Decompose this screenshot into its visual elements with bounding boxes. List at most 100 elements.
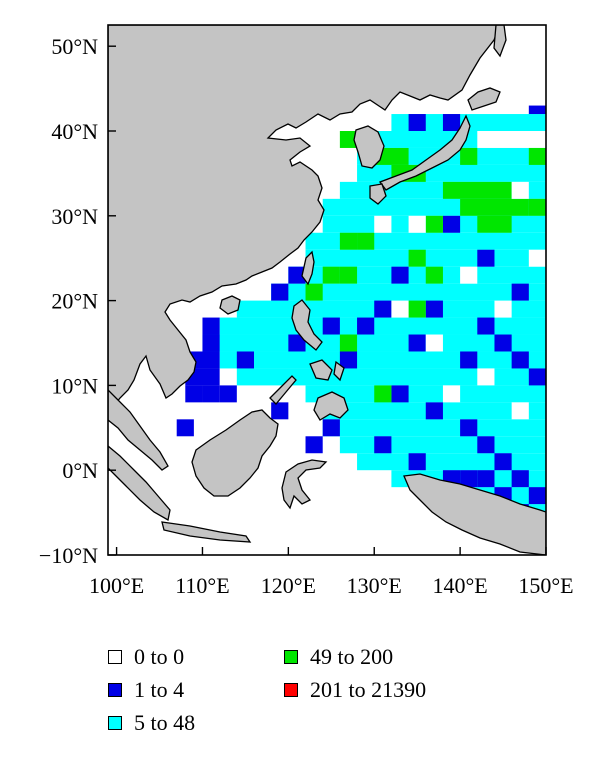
density-cells — [176, 105, 555, 522]
green-cell — [460, 198, 529, 216]
green-cell — [408, 300, 426, 318]
green-cell — [528, 147, 546, 165]
y-tick-label: 30°N — [51, 204, 98, 229]
x-tick-label: 130°E — [347, 573, 402, 598]
map-plot: 100°E 110°E 120°E 130°E 140°E 150°E 50°N 40°N 3… — [39, 24, 574, 598]
x-tick-label: 140°E — [432, 573, 487, 598]
cyan-cell — [219, 351, 546, 369]
green-cell — [442, 181, 512, 199]
blue-cell — [494, 453, 512, 471]
blue-cell — [460, 351, 478, 369]
legend: 0 to 0 1 to 4 5 to 48 49 to 200 201 to 2… — [108, 644, 528, 744]
blue-cell — [511, 470, 529, 488]
java-island — [161, 521, 252, 543]
green-cell — [477, 215, 512, 233]
korean-peninsula — [353, 125, 385, 169]
blue-cell — [374, 436, 392, 454]
blue-cell — [425, 300, 443, 318]
white-cell — [511, 402, 529, 420]
white-cell — [391, 300, 409, 318]
cyan-cell — [271, 283, 546, 301]
blue-cell — [374, 300, 392, 318]
sakhalin-island — [493, 25, 507, 58]
x-axis: 100°E 110°E 120°E 130°E 140°E 150°E — [89, 547, 574, 598]
japan-kyushu — [369, 183, 387, 205]
legend-swatch — [284, 650, 298, 664]
legend-item: 49 to 200 — [284, 644, 393, 670]
legend-label: 49 to 200 — [310, 644, 394, 669]
taiwan-island — [301, 250, 315, 286]
blue-cell — [271, 283, 289, 301]
legend-swatch — [108, 683, 122, 697]
legend-label: 0 to 0 — [134, 644, 185, 669]
legend-item: 0 to 0 — [108, 644, 184, 670]
blue-cell — [185, 385, 203, 403]
hainan-island — [219, 295, 241, 315]
asian-mainland — [108, 25, 501, 413]
blue-cell — [357, 317, 375, 335]
blue-cell — [236, 351, 254, 369]
blue-cell — [528, 105, 546, 115]
y-tick-label: −10°N — [39, 543, 98, 568]
green-cell — [339, 266, 358, 284]
blue-cell — [322, 419, 340, 437]
white-cell — [477, 368, 495, 386]
blue-cell — [425, 402, 443, 420]
white-cell — [408, 215, 426, 233]
blue-cell — [176, 419, 194, 437]
green-cell — [305, 283, 323, 301]
green-cell — [339, 131, 358, 148]
green-cell — [425, 215, 443, 233]
blue-cell — [442, 114, 461, 131]
cyan-cell — [339, 436, 546, 454]
legend-label: 5 to 48 — [134, 710, 196, 735]
palawan-island — [269, 375, 297, 405]
mindanao-island — [313, 391, 349, 421]
green-cell — [408, 249, 426, 267]
white-cell — [528, 249, 546, 267]
blue-cell — [477, 249, 495, 267]
blue-cell — [494, 334, 512, 352]
blue-cell — [408, 334, 426, 352]
blue-cell — [477, 317, 495, 335]
green-cell — [528, 198, 546, 216]
blue-cell — [391, 385, 409, 403]
green-cell — [374, 385, 392, 403]
sulawesi-island — [281, 459, 328, 510]
green-cell — [339, 232, 358, 250]
x-tick-label: 150°E — [518, 573, 573, 598]
new-guinea-island — [403, 473, 546, 555]
y-tick-label: 20°N — [51, 289, 98, 314]
blue-cell — [202, 334, 220, 352]
y-tick-label: 40°N — [51, 119, 98, 144]
blue-cell — [477, 470, 495, 488]
japan-honshu — [378, 114, 471, 191]
land-masses — [108, 25, 546, 555]
x-tick-label: 120°E — [261, 573, 316, 598]
cyan-cell — [322, 419, 546, 437]
blue-cell — [408, 114, 426, 131]
blue-cell — [305, 436, 323, 454]
malay-peninsula — [108, 389, 169, 471]
green-cell — [339, 334, 358, 352]
blue-cell — [546, 106, 555, 114]
cyan-cell — [305, 385, 546, 403]
blue-cell — [528, 487, 546, 505]
green-cell — [460, 147, 478, 165]
legend-swatch — [108, 650, 122, 664]
white-cell — [494, 300, 512, 318]
x-tick-label: 100°E — [89, 573, 144, 598]
legend-swatch — [284, 683, 298, 697]
luzon-island — [291, 299, 323, 351]
green-cell — [322, 266, 340, 284]
y-tick-label: 10°N — [51, 373, 98, 398]
legend-item: 1 to 4 — [108, 677, 184, 703]
white-cell — [442, 385, 461, 403]
blue-cell — [460, 419, 478, 437]
y-tick-label: 50°N — [51, 34, 98, 59]
japan-hokkaido — [467, 87, 501, 111]
legend-label: 201 to 21390 — [310, 677, 427, 702]
legend-swatch — [108, 716, 122, 730]
cyan-cell — [357, 453, 546, 471]
sumatra-island — [108, 445, 171, 522]
